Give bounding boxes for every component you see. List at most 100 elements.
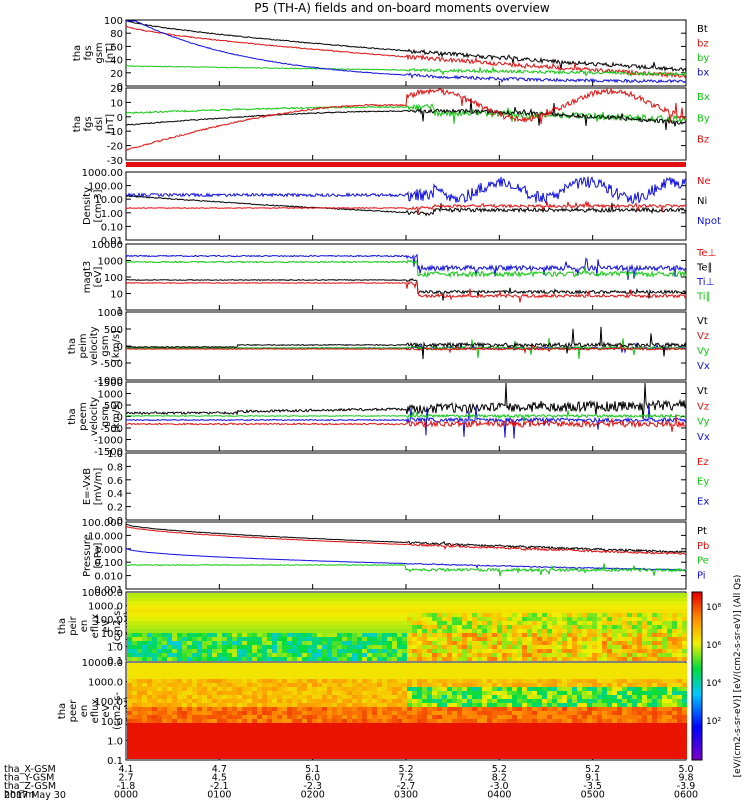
y-tick-label: 10000 — [91, 240, 123, 251]
y-tick-label: 1.0 — [107, 449, 123, 460]
y-tick-label: 1000.0 — [88, 678, 123, 689]
series-line-pt — [125, 523, 687, 555]
legend-bz: bz — [697, 39, 709, 50]
y-tick-label: 0.100 — [94, 558, 123, 569]
y-tick-label: -20 — [107, 142, 123, 153]
x-row-value: 0500 — [581, 790, 605, 800]
y-axis-label: Density — [82, 187, 93, 225]
y-axis-label: en — [79, 620, 90, 633]
y-axis-label: tha — [67, 338, 78, 354]
y-tick-label: -30 — [107, 156, 123, 167]
x-row-value: -2.3 — [303, 781, 322, 792]
legend-vz: Vz — [697, 401, 709, 412]
ion-spectrogram-cells — [127, 593, 687, 661]
series-line-by-dsl — [125, 103, 687, 124]
y-tick-label: 0.1 — [107, 656, 123, 667]
series-line-vt-ion — [125, 326, 687, 360]
y-tick-label: 60 — [110, 42, 123, 53]
y-axis-label: eV — [101, 619, 112, 632]
series-line-bx — [126, 20, 687, 84]
x-row-value: -2.1 — [210, 781, 229, 792]
y-axis-label: eflux — [90, 699, 101, 724]
legend-pb: Pb — [697, 541, 709, 552]
x-row-value: -3.9 — [677, 781, 696, 792]
colorbar-tick-label: 10⁶ — [706, 641, 721, 651]
y-axis-label: tha — [57, 618, 68, 634]
x-row-value: -1.8 — [117, 781, 136, 792]
y-tick-label: 0.10 — [101, 222, 123, 233]
y-axis-label: tha — [57, 703, 68, 719]
y-tick-label: 100.00 — [88, 182, 123, 193]
legend-ez: Ez — [697, 457, 709, 468]
y-tick-label: 10.00 — [94, 195, 123, 206]
legend-ey: Ey — [697, 477, 709, 488]
x-row-value: 9.1 — [585, 773, 600, 784]
y-tick-label: 0 — [117, 113, 123, 124]
y-axis-label: [mV/m] — [93, 468, 104, 506]
series-line-vz-elec — [125, 415, 687, 433]
x-row-label-2: tha_Z-GSM — [4, 781, 56, 792]
legend-te∥: Te∥ — [696, 263, 713, 274]
series-line-by — [125, 65, 687, 77]
flag-bar — [126, 162, 686, 167]
y-tick-label: -10 — [107, 127, 123, 138]
y-axis-label: (cm2-s- — [112, 607, 123, 645]
y-axis-label: en — [79, 705, 90, 718]
y-axis-label: fgs — [83, 116, 94, 131]
y-tick-label: -1500 — [94, 447, 123, 458]
electron-spectrogram-cells — [127, 663, 687, 759]
x-row-value: 9.8 — [678, 773, 693, 784]
x-row-value: 5.1 — [305, 764, 320, 775]
y-tick-label: 0.1 — [107, 756, 123, 767]
y-tick-label: 0.01 — [101, 236, 123, 247]
legend-by: by — [697, 53, 709, 64]
panel-frame — [125, 243, 687, 311]
y-axis-label: eflux — [90, 614, 101, 639]
legend-pt: Pt — [697, 526, 707, 537]
colorbar-tick-label: 10⁸ — [706, 603, 721, 613]
y-axis-label: Pressure — [82, 534, 93, 577]
y-tick-label: 0 — [117, 82, 123, 93]
y-axis-label: gsm — [94, 42, 105, 63]
series-line-pe — [125, 563, 687, 577]
panel-density: 1000.00 100.00 10.00 1.00 0.10 0.01 Density [cm… — [82, 168, 721, 247]
y-tick-label: 500 — [104, 325, 123, 336]
y-tick-label: 10.0 — [101, 717, 123, 728]
panel-fgs-dsl: 20 10 0 -10 -20 -30 tha fgs dsl [nT] Bx By Bz — [72, 84, 710, 167]
series-line-ti-par — [125, 259, 687, 279]
y-tick-label: 100 — [104, 16, 123, 27]
x-row-value: 5.2 — [585, 764, 600, 775]
y-axis-label: peim — [78, 333, 89, 358]
x-row-value: 8.2 — [492, 773, 507, 784]
y-axis-label: magt3 — [82, 261, 93, 294]
y-axis-label: (cm2-s- — [112, 692, 123, 730]
y-axis-label: [nT] — [105, 114, 116, 134]
y-axis-label: tha — [72, 45, 83, 61]
y-tick-label: 1500 — [98, 378, 123, 389]
figure-title: P5 (TH-A) fields and on-board moments ov… — [254, 1, 550, 15]
legend-vz: Vz — [697, 331, 709, 342]
y-tick-label: 1000 — [98, 308, 123, 319]
y-tick-label: 500 — [104, 401, 123, 412]
y-axis-label: tha — [72, 116, 83, 132]
y-axis-label: peer — [68, 699, 79, 723]
x-row-value: 4.5 — [212, 773, 227, 784]
legend-npot: Npot — [697, 216, 721, 227]
legend-bx: bx — [697, 68, 709, 79]
panel-frame — [125, 521, 687, 590]
y-tick-label: 1000.0 — [88, 602, 123, 613]
panel-frame — [125, 87, 687, 161]
panel-pressure: 100.000 10.000 1.000 0.100 0.010 0.001Pressur… — [82, 518, 710, 596]
y-tick-label: -500 — [100, 424, 123, 435]
y-tick-label: 0.8 — [107, 462, 123, 473]
y-tick-label: 20 — [110, 84, 123, 95]
legend-vx: Vx — [697, 361, 710, 372]
x-row-label-0: tha_X-GSM — [4, 764, 56, 775]
series-line-te-par — [125, 278, 687, 301]
x-row-value: 4.1 — [118, 764, 133, 775]
y-tick-label: 40 — [110, 56, 123, 67]
y-tick-label: 10.0 — [101, 629, 123, 640]
x-row-value: 0600 — [674, 790, 698, 800]
